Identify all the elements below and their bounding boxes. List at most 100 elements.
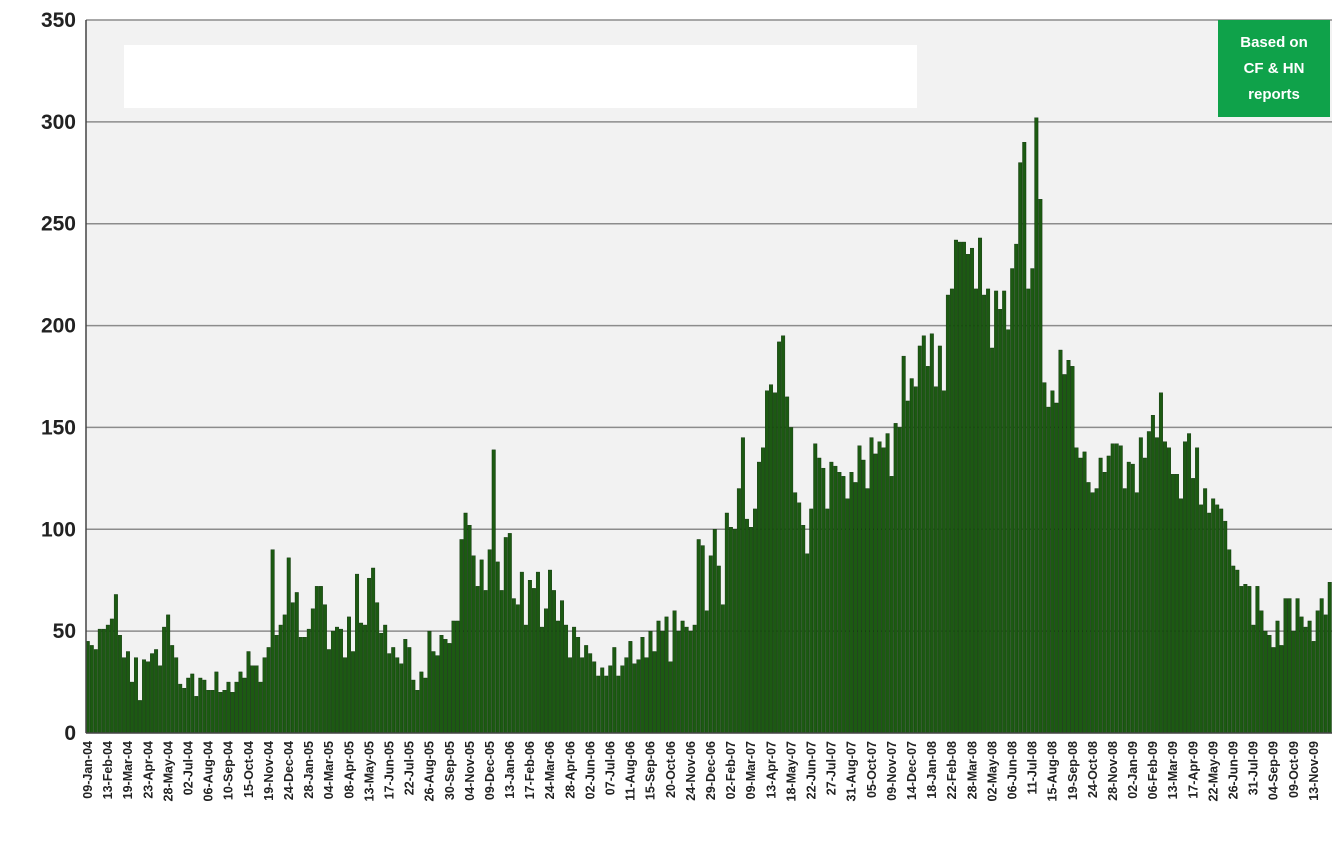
bar bbox=[644, 657, 649, 734]
x-tick-label: 22-Jul-05 bbox=[403, 741, 417, 795]
bar bbox=[1199, 504, 1204, 734]
bar bbox=[1211, 498, 1216, 734]
bar bbox=[986, 288, 991, 734]
bar bbox=[777, 341, 782, 734]
bar bbox=[962, 241, 966, 734]
x-tick-label: 07-Jul-06 bbox=[604, 741, 618, 795]
bar bbox=[1090, 492, 1095, 734]
x-tick-label: 13-Jan-06 bbox=[503, 741, 517, 799]
x-tick-label: 10-Sep-04 bbox=[222, 741, 236, 800]
bar bbox=[1130, 463, 1135, 734]
x-tick-label: 18-May-07 bbox=[784, 741, 798, 801]
bar bbox=[925, 366, 930, 734]
bar bbox=[773, 392, 778, 734]
bar bbox=[1102, 472, 1107, 734]
x-tick-label: 13-Feb-04 bbox=[101, 741, 115, 799]
bar bbox=[146, 661, 151, 734]
bar bbox=[640, 637, 645, 734]
x-tick-label: 06-Feb-09 bbox=[1146, 741, 1160, 799]
bar bbox=[399, 663, 404, 734]
bar bbox=[310, 608, 315, 734]
x-tick-label: 17-Apr-09 bbox=[1186, 741, 1200, 799]
bar bbox=[1042, 382, 1047, 734]
x-tick-label: 23-Apr-04 bbox=[141, 741, 155, 799]
bar bbox=[1251, 624, 1256, 734]
bar bbox=[544, 608, 548, 734]
x-tick-label: 13-Mar-09 bbox=[1166, 741, 1180, 799]
bar bbox=[1243, 584, 1248, 734]
bar bbox=[1114, 443, 1119, 734]
x-tick-label: 22-Jun-07 bbox=[804, 741, 818, 799]
bar bbox=[1066, 360, 1071, 734]
bar bbox=[616, 675, 621, 734]
bar bbox=[801, 525, 806, 734]
y-tick-label: 0 bbox=[64, 722, 76, 745]
bar bbox=[712, 529, 717, 734]
bar bbox=[740, 437, 745, 734]
x-tick-label: 13-Apr-07 bbox=[764, 741, 778, 799]
x-tick-label: 24-Nov-06 bbox=[684, 741, 698, 801]
bar bbox=[889, 476, 894, 734]
bar bbox=[206, 690, 211, 734]
x-tick-label: 04-Mar-05 bbox=[322, 741, 336, 799]
bar bbox=[270, 549, 275, 734]
bar bbox=[769, 384, 774, 734]
y-axis-ticks: 0 50 100 150 200 250 300 350 bbox=[41, 9, 76, 745]
bar bbox=[1118, 445, 1123, 734]
bar bbox=[89, 645, 94, 734]
bar bbox=[511, 598, 516, 734]
x-tick-label: 28-Jan-05 bbox=[302, 741, 316, 799]
bar bbox=[314, 586, 319, 734]
bar bbox=[1267, 635, 1272, 734]
bar bbox=[238, 671, 243, 734]
bar bbox=[455, 620, 460, 734]
bar bbox=[1034, 117, 1039, 734]
bar bbox=[1122, 488, 1127, 734]
bar bbox=[781, 335, 786, 734]
bar bbox=[1183, 441, 1188, 734]
bar bbox=[230, 692, 235, 734]
x-tick-label: 02-May-08 bbox=[985, 741, 999, 801]
bar bbox=[226, 681, 231, 734]
bar bbox=[1070, 366, 1075, 734]
bar bbox=[853, 482, 858, 734]
bar bbox=[600, 667, 605, 734]
bar bbox=[548, 569, 552, 734]
x-tick-label: 24-Oct-08 bbox=[1086, 741, 1100, 798]
bar bbox=[652, 651, 657, 734]
bar bbox=[375, 602, 380, 734]
bar bbox=[134, 657, 138, 734]
bar bbox=[881, 447, 886, 734]
bar bbox=[837, 472, 842, 734]
x-tick-label: 14-Dec-07 bbox=[905, 741, 919, 800]
bar bbox=[789, 427, 794, 734]
bar bbox=[656, 620, 661, 734]
bar bbox=[93, 649, 98, 734]
bar bbox=[905, 400, 910, 734]
bar bbox=[174, 657, 179, 734]
bar bbox=[519, 571, 524, 734]
bar bbox=[861, 459, 866, 734]
x-tick-label: 15-Sep-06 bbox=[644, 741, 658, 800]
bar bbox=[873, 453, 878, 734]
bar bbox=[479, 559, 484, 734]
bar bbox=[720, 604, 725, 734]
bar bbox=[1171, 474, 1175, 734]
x-tick-label: 17-Feb-06 bbox=[523, 741, 537, 799]
bar bbox=[588, 653, 593, 734]
bar bbox=[732, 529, 737, 734]
bar bbox=[869, 437, 874, 734]
bar bbox=[515, 604, 520, 734]
bar bbox=[1179, 498, 1183, 734]
bar bbox=[1050, 390, 1055, 734]
bar bbox=[121, 657, 126, 734]
bar bbox=[921, 335, 926, 734]
bar bbox=[1315, 610, 1320, 734]
y-tick-label: 150 bbox=[41, 416, 76, 439]
bar bbox=[527, 580, 532, 734]
bar bbox=[483, 590, 488, 734]
bar bbox=[909, 378, 914, 734]
bar bbox=[97, 628, 102, 734]
bar bbox=[708, 555, 713, 734]
bar bbox=[254, 665, 259, 734]
